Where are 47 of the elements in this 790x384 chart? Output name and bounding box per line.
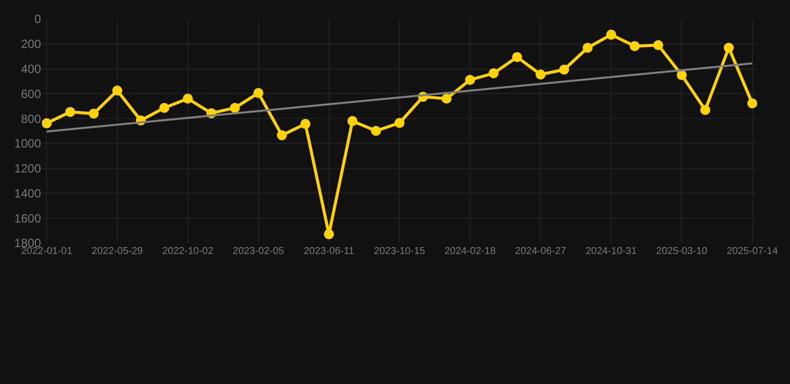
point bbox=[676, 70, 687, 80]
point bbox=[442, 94, 452, 104]
y-tick-label: 200 bbox=[20, 37, 42, 52]
point bbox=[653, 40, 664, 50]
x-tick-label: 2024-06-27 bbox=[515, 246, 567, 257]
point bbox=[159, 102, 170, 113]
x-tick-label: 2025-07-14 bbox=[726, 246, 778, 257]
x-tick-label: 2023-02-05 bbox=[232, 246, 284, 257]
point bbox=[700, 104, 710, 115]
point bbox=[559, 64, 570, 75]
y-tick-label: 1600 bbox=[14, 211, 42, 226]
point bbox=[394, 118, 404, 128]
y-tick-label: 600 bbox=[20, 86, 42, 101]
point bbox=[230, 102, 240, 113]
y-tick-label: 400 bbox=[20, 62, 42, 76]
point bbox=[65, 106, 76, 117]
point bbox=[630, 41, 640, 52]
x-tick-label: 2023-10-15 bbox=[374, 246, 426, 257]
point bbox=[747, 98, 757, 108]
x-tick-label: 2022-10-02 bbox=[162, 246, 214, 257]
point bbox=[324, 229, 334, 240]
point bbox=[512, 52, 522, 62]
point bbox=[112, 86, 122, 96]
point bbox=[582, 42, 593, 53]
x-tick-label: 2022-05-29 bbox=[92, 246, 144, 257]
y-tick-label: 800 bbox=[20, 112, 42, 126]
point bbox=[724, 42, 734, 53]
point bbox=[606, 30, 616, 40]
point bbox=[42, 118, 52, 128]
x-tick-label: 2023-06-11 bbox=[304, 246, 355, 257]
point bbox=[488, 68, 499, 78]
point bbox=[300, 118, 310, 129]
y-tick-label: 1200 bbox=[14, 162, 42, 176]
point bbox=[253, 88, 264, 98]
y-tick-label: 0 bbox=[34, 12, 42, 26]
point bbox=[88, 108, 99, 119]
point bbox=[182, 94, 193, 104]
point bbox=[276, 130, 287, 140]
point bbox=[347, 116, 358, 126]
point bbox=[536, 70, 546, 80]
x-tick-label: 2024-10-31 bbox=[586, 246, 638, 257]
point bbox=[370, 126, 381, 136]
x-tick-label: 2025-03-10 bbox=[656, 246, 708, 257]
y-tick-label: 1000 bbox=[14, 136, 42, 151]
x-tick-label: 2024-02-18 bbox=[444, 246, 496, 257]
y-tick-label: 1400 bbox=[14, 186, 42, 200]
point bbox=[465, 74, 476, 85]
